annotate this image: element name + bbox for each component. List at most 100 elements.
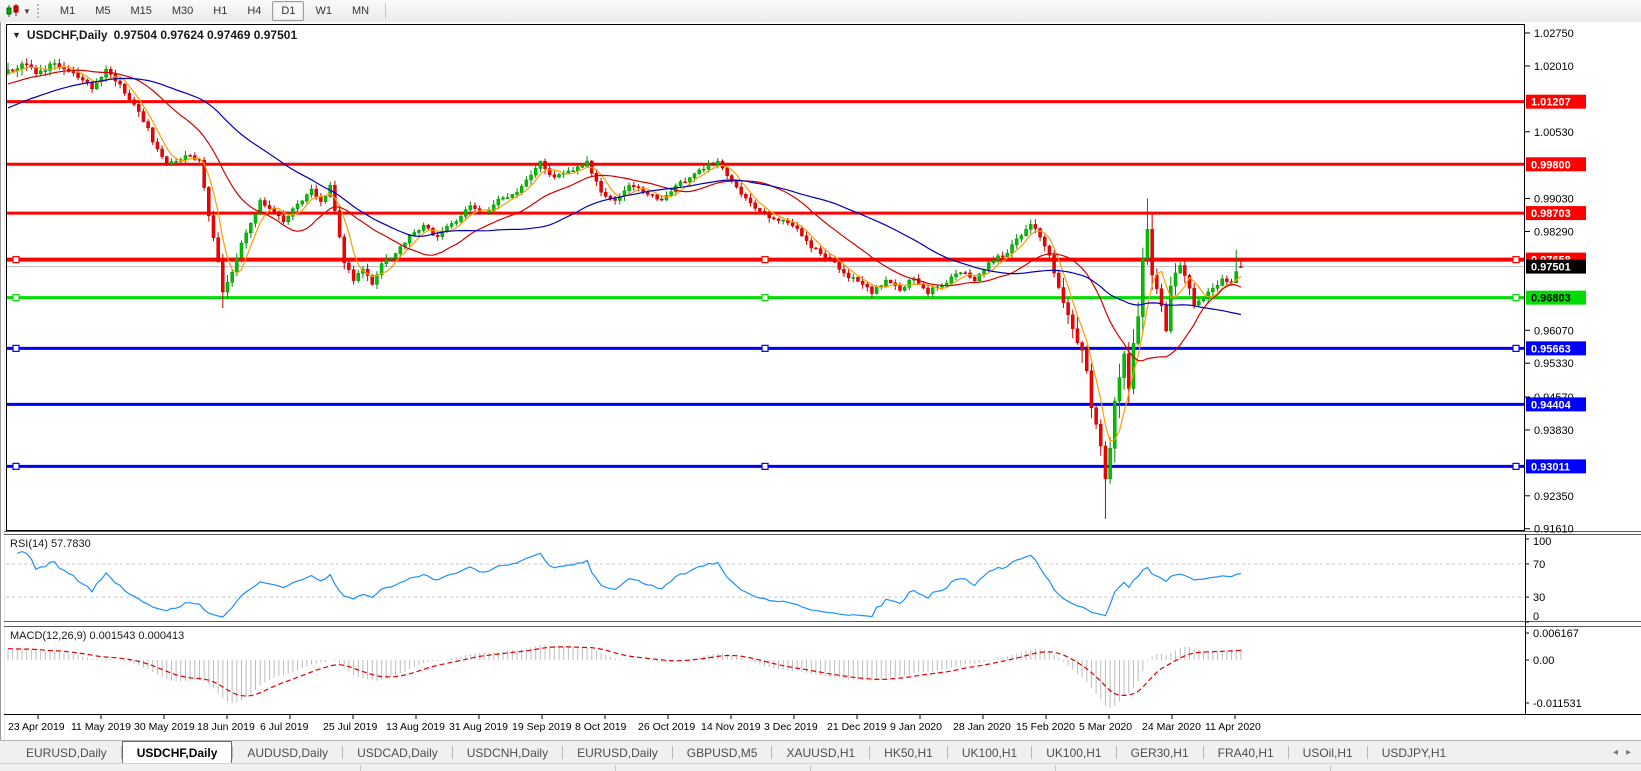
chart-tab-usdchf-daily[interactable]: USDCHF,Daily [121, 741, 233, 764]
svg-text:0.95330: 0.95330 [1534, 358, 1574, 370]
svg-text:0.96070: 0.96070 [1534, 325, 1574, 337]
chart-tab-usdcad-daily[interactable]: USDCAD,Daily [357, 745, 438, 760]
timeframe-button-m5[interactable]: M5 [95, 5, 111, 17]
line-handle[interactable] [761, 255, 769, 264]
svg-text:19 Sep 2019: 19 Sep 2019 [512, 721, 572, 733]
line-handle[interactable] [1512, 344, 1520, 352]
line-handle[interactable] [761, 294, 769, 302]
chart-tab-ger30-h1[interactable]: GER30,H1 [1130, 745, 1189, 760]
macd-label: MACD(12,26,9) 0.001543 0.000413 [10, 630, 185, 642]
macd-signal-line [7, 646, 1241, 697]
timeframe-button-h1[interactable]: H1 [213, 5, 228, 17]
timeframe-button-w1[interactable]: W1 [315, 5, 332, 17]
main-pane [6, 100, 1525, 470]
tab-separator [1202, 746, 1204, 759]
timeframe-button-group: M1 M5 M15 M30 H1 H4 D1 W1 MN [50, 0, 379, 22]
svg-text:30: 30 [1533, 592, 1545, 604]
timeframe-button-m1[interactable]: M1 [59, 5, 76, 17]
svg-text:0.99800: 0.99800 [1531, 159, 1571, 171]
tab-separator [342, 746, 344, 759]
tabs-scroll-left-icon[interactable]: ◂ [1612, 747, 1618, 758]
svg-text:28 Jan 2020: 28 Jan 2020 [953, 721, 1011, 733]
timeframe-button-d1[interactable]: D1 [272, 1, 305, 21]
svg-text:1.01207: 1.01207 [1531, 97, 1571, 109]
ma-line-45 [7, 77, 1242, 316]
svg-text:100: 100 [1533, 536, 1551, 548]
chart-title: ▼ USDCHF,Daily 0.97504 0.97624 0.97469 0… [12, 28, 297, 42]
timeframe-button-mn[interactable]: MN [351, 5, 370, 17]
timeframe-button-h4[interactable]: H4 [247, 5, 262, 17]
tab-separator [120, 746, 122, 759]
statusbar-separator [1055, 765, 1056, 771]
svg-text:18 Jun 2019: 18 Jun 2019 [197, 721, 255, 733]
chart-tab-usoil-h1[interactable]: USOil,H1 [1302, 745, 1353, 760]
svg-text:0.94404: 0.94404 [1531, 399, 1572, 411]
chart-tab-eurusd-daily[interactable]: EURUSD,Daily [26, 745, 107, 760]
svg-text:31 Aug 2019: 31 Aug 2019 [449, 721, 508, 733]
svg-text:30 May 2019: 30 May 2019 [134, 721, 195, 733]
chart-tabs: EURUSD,Daily USDCHF,Daily AUDUSD,Daily USDC… [12, 741, 1603, 764]
chart-tab-audusd-daily[interactable]: AUDUSD,Daily [247, 745, 329, 760]
chart-tab-uk100-h1[interactable]: UK100,H1 [1046, 745, 1102, 760]
svg-text:15 Feb 2020: 15 Feb 2020 [1016, 721, 1075, 733]
chart-tab-usdcnh-daily[interactable]: USDCNH,Daily [466, 745, 549, 760]
svg-text:0.97501: 0.97501 [1531, 262, 1571, 274]
svg-text:8 Oct 2019: 8 Oct 2019 [575, 721, 627, 733]
chart-canvas[interactable]: 1.02750 1.02010 1.00530 0.99030 0.98290 0.960… [0, 22, 1641, 740]
svg-text:-0.011531: -0.011531 [1533, 698, 1582, 710]
chart-tab-xauusd-h1[interactable]: XAUUSD,H1 [786, 745, 856, 760]
svg-text:0.91610: 0.91610 [1534, 524, 1574, 536]
candles-layer [6, 58, 1243, 519]
chart-tab-uk100-h1[interactable]: UK100,H1 [961, 745, 1018, 760]
svg-text:1.02010: 1.02010 [1534, 61, 1574, 73]
svg-text:9 Jan 2020: 9 Jan 2020 [890, 721, 942, 733]
line-handle[interactable] [1512, 462, 1520, 470]
tab-separator [946, 746, 948, 759]
price-axis[interactable]: 1.02750 1.02010 1.00530 0.99030 0.98290 0.960… [1525, 28, 1586, 710]
candlestick-chart-icon[interactable] [3, 3, 23, 19]
svg-text:25 Jul 2019: 25 Jul 2019 [323, 721, 377, 733]
line-handle[interactable] [12, 294, 20, 302]
tab-scroll-controls: ◂ ▸ [1613, 747, 1631, 758]
svg-text:24 Mar 2020: 24 Mar 2020 [1142, 721, 1201, 733]
timeframe-button-m30[interactable]: M30 [171, 5, 194, 17]
line-handle[interactable] [761, 344, 769, 352]
line-handle[interactable] [12, 255, 20, 264]
line-handle[interactable] [12, 344, 20, 352]
chart-ohlc-values: 0.97504 0.97624 0.97469 0.97501 [113, 28, 298, 42]
tab-separator [1366, 746, 1368, 759]
rsi-label: RSI(14) 57.7830 [10, 538, 91, 550]
svg-text:0.98290: 0.98290 [1534, 226, 1574, 238]
chart-tab-eurusd-daily[interactable]: EURUSD,Daily [577, 745, 658, 760]
line-handle[interactable] [1512, 294, 1520, 302]
line-handle[interactable] [12, 462, 20, 470]
chart-tab-hk50-h1[interactable]: HK50,H1 [884, 745, 933, 760]
chart-type-dropdown-caret[interactable]: ▼ [23, 6, 31, 16]
tabs-scroll-right-icon[interactable]: ▸ [1625, 747, 1631, 758]
chart-tab-fra40-h1[interactable]: FRA40,H1 [1217, 745, 1274, 760]
macd-pane [7, 644, 1242, 709]
svg-text:0.93011: 0.93011 [1531, 461, 1570, 473]
svg-text:0.006167: 0.006167 [1533, 628, 1579, 640]
top-toolbar: ▼ M1 M5 M15 M30 H1 H4 D1 W1 MN [0, 0, 1641, 23]
chart-window: 1.02750 1.02010 1.00530 0.99030 0.98290 0.960… [0, 22, 1641, 740]
svg-text:0.00: 0.00 [1533, 655, 1554, 667]
svg-text:0.92350: 0.92350 [1534, 491, 1574, 503]
time-axis[interactable]: 23 Apr 2019 11 May 2019 30 May 2019 18 Jun … [8, 715, 1261, 733]
timeframe-button-m15[interactable]: M15 [130, 5, 152, 17]
tab-separator [1115, 746, 1117, 759]
svg-text:0.98703: 0.98703 [1531, 208, 1571, 220]
statusbar-separator [1330, 765, 1331, 771]
svg-text:11 May 2019: 11 May 2019 [71, 721, 131, 733]
svg-text:11 Apr 2020: 11 Apr 2020 [1205, 721, 1261, 733]
main-pane-border [6, 24, 1525, 531]
chart-tab-usdjpy-h1[interactable]: USDJPY,H1 [1381, 745, 1447, 760]
tab-separator [451, 746, 453, 759]
collapse-caret-icon[interactable]: ▼ [12, 30, 21, 40]
chart-symbol-period: USDCHF,Daily [26, 28, 108, 42]
line-handle[interactable] [761, 462, 769, 470]
statusbar-separator [810, 765, 811, 771]
chart-tab-gbpusd-m5[interactable]: GBPUSD,M5 [686, 745, 758, 760]
line-handle[interactable] [1512, 255, 1520, 264]
toolbar-grip[interactable] [36, 4, 44, 18]
